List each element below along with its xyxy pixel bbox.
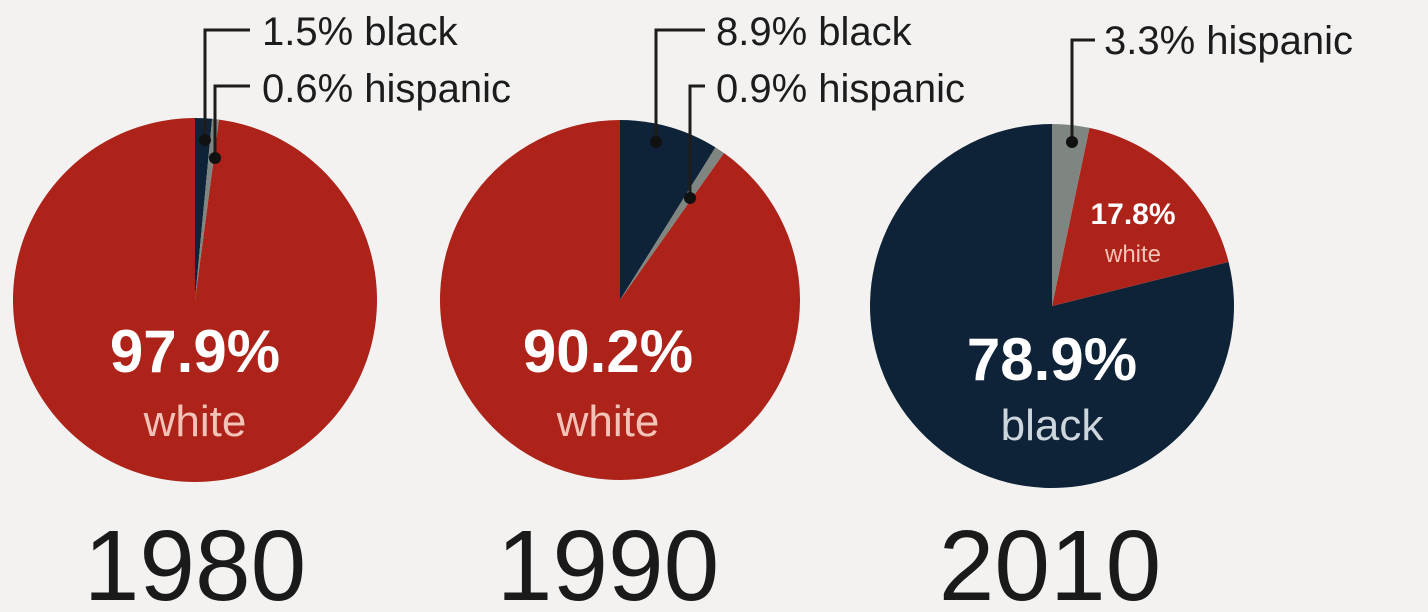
main-group-1980: white	[143, 397, 247, 446]
year-label-1990: 1990	[497, 510, 719, 612]
callout-1990-black: 8.9% black	[716, 10, 913, 54]
pie-chart-1990: 8.9% black 0.9% hispanic 90.2% white 199…	[439, 10, 965, 612]
callout-1980-black: 1.5% black	[262, 10, 459, 54]
leader-dot-1980-black	[199, 134, 211, 146]
slice-1980-black	[195, 118, 213, 300]
pie-chart-2010: 3.3% hispanic 17.8% white 78.9% black 20…	[869, 19, 1353, 612]
leader-dot-2010-hispanic	[1066, 136, 1078, 148]
leader-dot-1980-hispanic	[209, 152, 221, 164]
leader-line-1990-hispanic	[688, 84, 705, 198]
second-pct-2010: 17.8%	[1090, 198, 1175, 231]
leader-line-1980-black	[203, 28, 250, 140]
leader-dot-1990-hispanic	[684, 192, 696, 204]
main-group-2010: black	[1001, 401, 1105, 450]
pie-chart-1980: 1.5% black 0.6% hispanic 97.9% white 198…	[13, 10, 511, 612]
callout-2010-hispanic: 3.3% hispanic	[1104, 19, 1353, 63]
callout-1980-hispanic: 0.6% hispanic	[262, 67, 511, 111]
main-group-1990: white	[556, 397, 660, 446]
leader-line-1980-hispanic	[213, 84, 250, 158]
main-pct-1990: 90.2%	[523, 318, 693, 385]
second-group-2010: white	[1104, 241, 1161, 268]
slice-1990-black	[620, 120, 716, 300]
main-pct-1980: 97.9%	[110, 318, 280, 385]
slice-2010-white	[1052, 127, 1229, 306]
slice-1980-white	[13, 118, 378, 482]
main-pct-2010: 78.9%	[967, 326, 1137, 393]
leader-line-1990-black	[654, 28, 705, 142]
callout-1990-hispanic: 0.9% hispanic	[716, 67, 965, 111]
year-label-2010: 2010	[939, 510, 1161, 612]
slice-1990-hispanic	[620, 147, 724, 300]
slice-1980-hispanic	[195, 118, 219, 300]
leader-line-2010-hispanic	[1070, 38, 1095, 142]
year-label-1980: 1980	[84, 510, 306, 612]
leader-dot-1990-black	[650, 136, 662, 148]
slice-2010-hispanic	[1052, 124, 1090, 306]
